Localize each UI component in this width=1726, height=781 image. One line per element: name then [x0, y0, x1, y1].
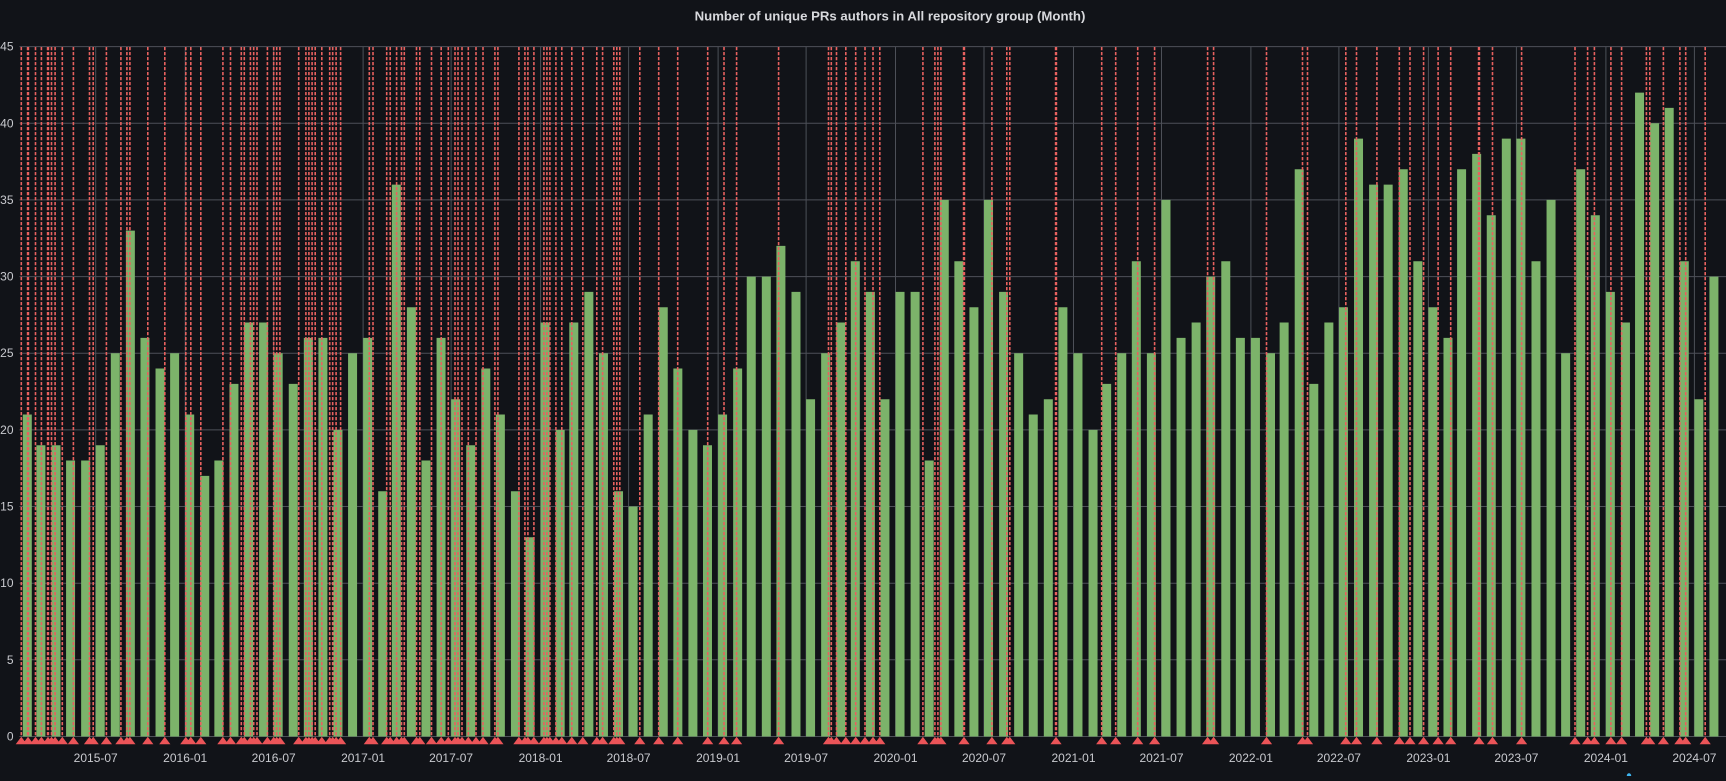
svg-text:2022-07: 2022-07 — [1317, 751, 1361, 765]
svg-text:2021-07: 2021-07 — [1139, 751, 1183, 765]
svg-text:Number of unique PRs authors i: Number of unique PRs authors in All repo… — [695, 9, 1086, 24]
svg-text:2022-01: 2022-01 — [1229, 751, 1273, 765]
svg-text:15: 15 — [0, 500, 14, 514]
svg-text:5: 5 — [7, 653, 14, 667]
svg-text:20: 20 — [0, 423, 14, 437]
svg-text:2018-07: 2018-07 — [607, 751, 651, 765]
svg-text:2024-01: 2024-01 — [1584, 751, 1628, 765]
svg-text:2019-07: 2019-07 — [784, 751, 828, 765]
svg-text:45: 45 — [0, 40, 14, 54]
svg-text:10: 10 — [0, 576, 14, 590]
svg-text:2020-01: 2020-01 — [873, 751, 917, 765]
svg-text:2016-07: 2016-07 — [252, 751, 296, 765]
svg-text:2015-07: 2015-07 — [74, 751, 118, 765]
svg-text:2024-07: 2024-07 — [1672, 751, 1716, 765]
svg-text:40: 40 — [0, 116, 14, 130]
svg-text:2017-01: 2017-01 — [341, 751, 385, 765]
svg-text:35: 35 — [0, 193, 14, 207]
svg-text:25: 25 — [0, 346, 14, 360]
svg-text:0: 0 — [7, 730, 14, 744]
svg-text:2017-07: 2017-07 — [429, 751, 473, 765]
svg-text:30: 30 — [0, 270, 14, 284]
svg-text:2023-07: 2023-07 — [1494, 751, 1538, 765]
svg-text:2016-01: 2016-01 — [163, 751, 207, 765]
svg-text:2020-07: 2020-07 — [962, 751, 1006, 765]
svg-text:2018-01: 2018-01 — [519, 751, 563, 765]
svg-text:2021-01: 2021-01 — [1051, 751, 1095, 765]
svg-text:2023-01: 2023-01 — [1406, 751, 1450, 765]
svg-text:2019-01: 2019-01 — [696, 751, 740, 765]
